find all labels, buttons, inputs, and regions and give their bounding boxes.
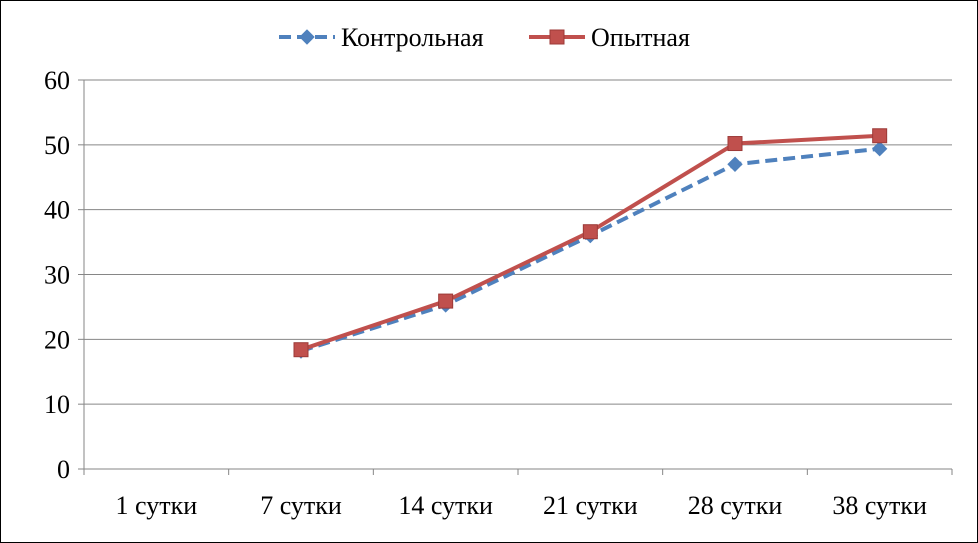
x-tick-label: 7 сутки (260, 491, 342, 520)
y-tick-label: 20 (44, 325, 70, 354)
y-tick-label: 0 (57, 455, 70, 484)
data-point (727, 136, 743, 152)
y-tick-label: 50 (44, 131, 70, 160)
axes (78, 79, 953, 475)
legend-item-2: Опытная (529, 23, 690, 52)
legend-label: Опытная (591, 23, 690, 52)
legend-swatch-marker (299, 29, 315, 45)
series (293, 128, 888, 359)
grid-lines (84, 79, 952, 405)
legend: Контрольная Опытная (279, 23, 690, 52)
y-tick-label: 10 (44, 390, 70, 419)
data-point (582, 224, 598, 240)
y-tick-label: 30 (44, 261, 70, 290)
series-2 (293, 128, 888, 358)
tick-labels: 0 10 20 30 40 50 60 1 сутки 7 сутки 14 сутки 21 су… (44, 66, 927, 520)
legend-item-1: Контрольная (279, 23, 484, 52)
data-point (871, 141, 888, 157)
x-tick-label: 21 сутки (543, 491, 638, 520)
data-point (727, 156, 743, 172)
data-point (872, 128, 888, 144)
y-tick-label: 40 (44, 196, 70, 225)
x-tick-label: 1 сутки (116, 491, 198, 520)
x-tick-label: 38 сутки (832, 491, 927, 520)
data-point (293, 342, 309, 358)
legend-swatch-marker (549, 29, 565, 45)
x-tick-label: 28 сутки (688, 491, 783, 520)
data-point (438, 293, 454, 309)
x-tick-label: 14 сутки (398, 491, 493, 520)
series-1 (293, 141, 888, 359)
legend-label: Контрольная (341, 23, 484, 52)
y-tick-label: 60 (44, 66, 70, 95)
